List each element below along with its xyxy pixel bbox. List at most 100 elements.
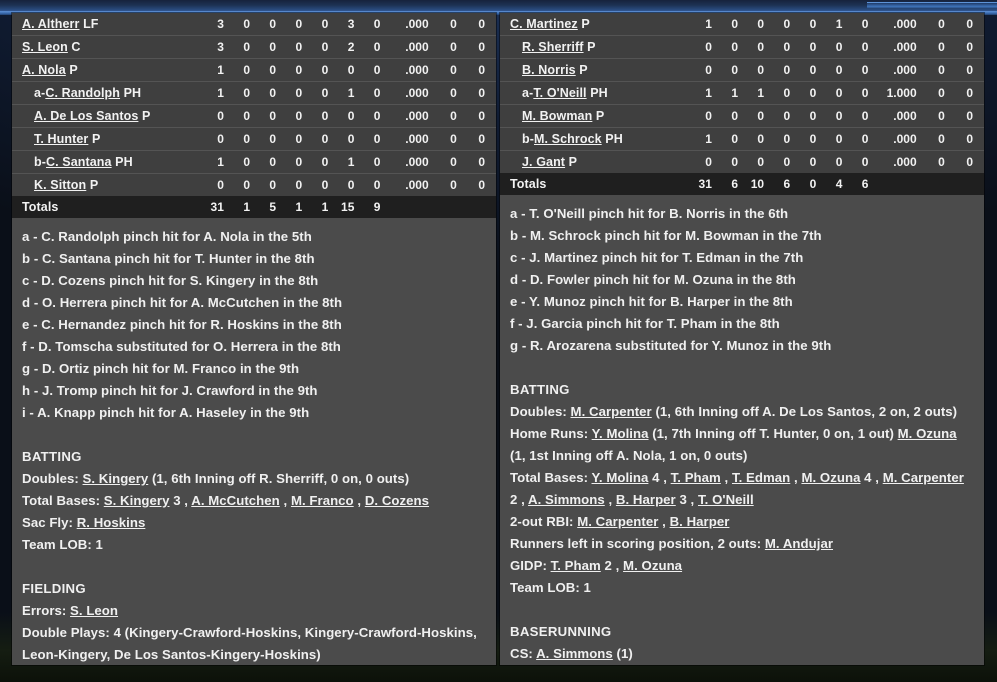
stat-cell: 0 [749,35,776,59]
player-cell[interactable]: M. Bowman P [500,104,697,128]
substitution-note: e - Y. Munoz pinch hit for B. Harper in … [510,294,793,309]
player-name-link[interactable]: A. Nola [22,63,66,77]
player-name-link[interactable]: M. Carpenter [882,470,964,485]
totals-stat-cell: 15 [341,200,355,214]
notes-spacer [22,424,486,446]
player-name-link[interactable]: C. Randolph [45,86,121,100]
table-row[interactable]: A. Nola P 1 0 0 0 0 0 0.000 0 0 [12,58,496,82]
window-control-highlight[interactable] [867,2,997,9]
player-name-link[interactable]: T. O'Neill [533,86,587,100]
player-cell[interactable]: a-C. Randolph PH [12,81,209,105]
stat-cell: 0 [722,104,749,128]
table-row[interactable]: K. Sitton P 0 0 0 0 0 0 0.000 0 0 [12,173,496,196]
player-name-link[interactable]: A. Simmons [528,492,605,507]
player-name-link[interactable]: Y. Molina [591,426,649,441]
table-row[interactable]: a-C. Randolph PH 1 0 0 0 0 1 0.000 0 0 [12,81,496,105]
stat-cell: 0 [313,35,340,59]
totals-stat-cell: 0 [809,177,817,191]
stat-cell: 0 [801,35,828,59]
player-name-link[interactable]: M. Ozuna [897,426,957,441]
player-name-link[interactable]: A. McCutchen [191,493,280,508]
player-name-link[interactable]: M. Carpenter [577,514,659,529]
batting-stat-line: Runners left in scoring position, 2 outs… [510,533,974,555]
player-name-link[interactable]: B. Harper [669,514,730,529]
table-row[interactable]: b-C. Santana PH 1 0 0 0 0 1 0.000 0 0 [12,150,496,174]
player-name-link[interactable]: M. Andujar [764,536,834,551]
stat-key: 2-out RBI: [510,514,578,529]
player-cell[interactable]: B. Norris P [500,58,697,82]
player-name-link[interactable]: K. Sitton [34,178,87,192]
player-name-link[interactable]: T. Edman [731,470,791,485]
stat-cell: 0 [757,17,765,31]
player-name-link[interactable]: S. Leon [70,603,119,618]
player-name-link[interactable]: T. Hunter [34,132,89,146]
stat-cell: 0 [261,58,288,82]
player-cell[interactable]: R. Sherriff P [500,35,697,59]
player-cell[interactable]: C. Martinez P [500,13,697,36]
stat-cell: 0 [467,81,496,105]
player-cell[interactable]: J. Gant P [500,150,697,173]
player-name-link[interactable]: B. Norris [522,63,576,77]
player-name-link[interactable]: T. Pham [670,470,721,485]
player-name-link[interactable]: C. Santana [46,155,112,169]
player-cell[interactable]: b-C. Santana PH [12,150,209,174]
player-name-link[interactable]: M. Bowman [522,109,593,123]
player-name-link[interactable]: S. Leon [22,40,68,54]
player-name-link[interactable]: C. Martinez [510,17,578,31]
table-row[interactable]: T. Hunter P 0 0 0 0 0 0 0.000 0 0 [12,127,496,151]
player-name-link[interactable]: M. Schrock [534,132,602,146]
table-row[interactable]: M. Bowman P 0 0 0 0 0 0 0.000 0 0 [500,104,984,128]
player-cell[interactable]: A. De Los Santos P [12,104,209,128]
player-name-link[interactable]: A. Altherr [22,17,80,31]
player-cell[interactable]: S. Leon C [12,35,209,59]
player-cell[interactable]: A. Altherr LF [12,13,209,36]
stat-key: Runners left in scoring position, 2 outs… [510,536,765,551]
stat-cell: 0 [927,58,956,82]
player-name-link[interactable]: R. Hoskins [76,515,146,530]
player-cell[interactable]: A. Nola P [12,58,209,82]
player-cell[interactable]: a-T. O'Neill PH [500,81,697,105]
player-name-link[interactable]: Y. Molina [591,470,649,485]
stat-cell: 0 [321,17,329,31]
stat-cell: 0 [801,127,828,151]
table-row[interactable]: B. Norris P 0 0 0 0 0 0 0.000 0 0 [500,58,984,82]
table-row[interactable]: A. De Los Santos P 0 0 0 0 0 0 0.000 0 0 [12,104,496,128]
player-name-link[interactable]: M. Ozuna [623,558,683,573]
player-name-link[interactable]: M. Ozuna [801,470,861,485]
substitution-note: h - J. Tromp pinch hit for J. Crawford i… [22,383,318,398]
player-name-link[interactable]: S. Kingery [82,471,149,486]
player-name-link[interactable]: J. Gant [522,155,566,169]
table-row[interactable]: C. Martinez P 1 0 0 0 0 1 0 .000 0 0 [500,13,984,36]
player-name-link[interactable]: A. De Los Santos [34,109,139,123]
stat-cell: .000 [391,173,440,196]
table-row[interactable]: R. Sherriff P 0 0 0 0 0 0 0.000 0 0 [500,35,984,59]
player-name-link[interactable]: A. Simmons [536,646,613,661]
player-cell[interactable]: K. Sitton P [12,173,209,196]
player-name-link[interactable]: S. Kingery [103,493,170,508]
stat-cell: .000 [391,104,440,128]
stat-cell: 0 [775,81,802,105]
table-row[interactable]: A. Altherr LF 3 0 0 0 0 3 0 .000 0 0 [12,13,496,36]
player-name-link[interactable]: T. O'Neill [698,492,754,507]
player-name-link[interactable]: R. Sherriff [522,40,584,54]
player-name-link[interactable]: B. Harper [615,492,676,507]
player-name-link[interactable]: T. Pham [550,558,601,573]
stat-cell: 0 [313,104,340,128]
stat-cell: .000 [879,104,928,128]
box-score-table-right: C. Martinez P 1 0 0 0 0 1 0.000 0 0 R. Sherriff P 0… [500,13,984,195]
player-name-link[interactable]: M. Franco [290,493,354,508]
totals-stat-cell: 4 [835,177,843,191]
player-name-link[interactable]: D. Cozens [364,493,430,508]
player-name-link[interactable]: M. Carpenter [570,404,652,419]
stat-cell: 0 [955,150,984,173]
player-cell[interactable]: b-M. Schrock PH [500,127,697,151]
stat-cell: 0 [208,173,235,196]
table-row[interactable]: S. Leon C 3 0 0 0 0 2 0.000 0 0 [12,35,496,59]
stat-cell: 0 [269,17,277,31]
stat-cell: 0 [853,104,880,128]
totals-stat-cell [879,173,927,195]
table-row[interactable]: a-T. O'Neill PH 1 1 1 0 0 0 0 1.000 0 0 [500,81,984,105]
player-cell[interactable]: T. Hunter P [12,127,209,151]
table-row[interactable]: J. Gant P 0 0 0 0 0 0 0.000 0 0 [500,150,984,173]
table-row[interactable]: b-M. Schrock PH 1 0 0 0 0 0 0.000 0 0 [500,127,984,151]
